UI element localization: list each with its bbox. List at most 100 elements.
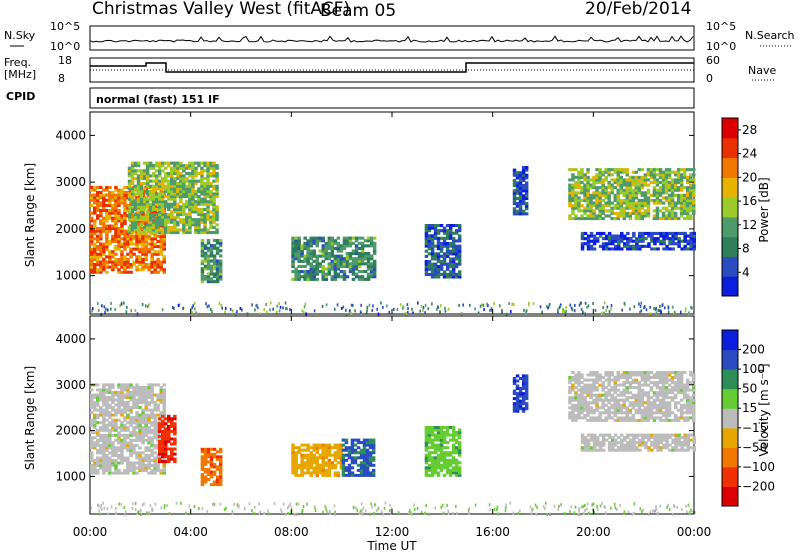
colorbar-tick-label: 20 — [742, 170, 757, 184]
colorbar-tick-label: −100 — [742, 460, 775, 474]
nsky-tick-low: 10^0 — [50, 40, 80, 53]
region-early-red-streak — [157, 414, 177, 464]
colorbar-swatch — [722, 388, 738, 409]
ytick-label: 4000 — [55, 332, 86, 346]
ytick-label: 2000 — [55, 222, 86, 236]
ytick-label: 2000 — [55, 424, 86, 438]
ground-scatter-strip — [91, 301, 693, 316]
beam-label: Beam 05 — [320, 1, 396, 21]
velocity-ylabel: Slant Range [km] — [23, 366, 37, 470]
nsky-tick-high: 10^5 — [50, 20, 80, 33]
colorbar-swatch — [722, 276, 738, 297]
colorbar-swatch — [722, 256, 738, 277]
region-evening-upper — [568, 168, 696, 221]
nsearch-tick-high: 10^5 — [706, 20, 736, 33]
region-morning-orange — [291, 443, 344, 477]
colorbar-tick-label: 16 — [742, 194, 757, 208]
region-early-upper — [127, 161, 219, 235]
colorbar-swatch — [722, 466, 738, 487]
velocity-colorbar: 200 100 50 15 −15 −50 −100 −200 — [721, 329, 775, 507]
nave-tick-high: 60 — [706, 54, 720, 67]
colorbar-swatch — [722, 118, 738, 139]
cpid-mode: normal (fast) 151 IF — [96, 93, 220, 106]
region-noon-mixed — [424, 426, 462, 477]
colorbar-tick-label: −200 — [742, 479, 775, 493]
power-colorbar-label: Power [dB] — [757, 177, 771, 242]
colorbar-swatch — [722, 137, 738, 159]
plot-area — [89, 315, 695, 515]
colorbar-tick-label: −15 — [742, 421, 767, 435]
nsearch-label: N.Search — [745, 29, 795, 42]
colorbar-tick-label: 50 — [742, 382, 757, 396]
colorbar-swatch — [722, 236, 738, 257]
ground-scatter-strip — [90, 501, 696, 517]
time-axis-label: Time UT — [366, 539, 417, 553]
colorbar-tick-label: 8 — [742, 242, 750, 256]
station-title: Christmas Valley West (fitACF) — [92, 0, 350, 19]
freq-tick-high: 18 — [58, 54, 72, 67]
region-morning-band — [291, 236, 377, 281]
time-axis: 00:00 04:00 08:00 12:00 16:00 20:00 00:00 — [73, 525, 712, 539]
power-ylabel: Slant Range [km] — [23, 163, 37, 267]
colorbar-swatch — [722, 408, 738, 429]
colorbar-tick-label: −50 — [742, 440, 767, 454]
freq-unit: [MHz] — [4, 68, 36, 81]
cpid-label: CPID — [6, 90, 35, 103]
time-tick-label: 12:00 — [375, 525, 410, 539]
colorbar-swatch — [722, 447, 738, 468]
region-noon-patch — [424, 224, 462, 279]
power-colorbar: 4 8 12 16 20 24 28 — [721, 117, 757, 297]
date-label: 20/Feb/2014 — [585, 0, 691, 19]
nsearch-tick-low: 10^0 — [706, 40, 736, 53]
nave-label: Nave — [748, 64, 776, 77]
nsky-panel: N.Sky 10^5 10^0 10^5 10^0 N.Search — [4, 20, 795, 53]
time-tick-label: 00:00 — [73, 525, 108, 539]
velocity-panel: 1000 2000 3000 4000 — [55, 315, 696, 517]
region-dawn-orange — [200, 447, 223, 487]
nsky-line — [89, 35, 694, 43]
region-evening-lower — [580, 231, 696, 251]
colorbar-tick-label: 100 — [742, 362, 765, 376]
colorbar-swatch — [722, 369, 738, 390]
region-evening-gray-upper — [568, 371, 696, 422]
region-dawn-low — [200, 239, 223, 284]
ytick-label: 1000 — [55, 269, 86, 283]
time-tick-label: 16:00 — [475, 525, 510, 539]
freq-label: Freq. — [4, 56, 31, 69]
velocity-colorbar-label: Velocity [m s⁻¹] — [757, 363, 771, 456]
colorbar-swatch — [722, 330, 738, 351]
region-evening-gray-lower — [580, 433, 696, 452]
freq-tick-low: 8 — [58, 72, 65, 85]
colorbar-tick-label: 200 — [742, 343, 765, 357]
colorbar-tick-label: 12 — [742, 218, 757, 232]
ytick-label: 3000 — [55, 378, 86, 392]
region-afternoon-blue — [512, 374, 529, 413]
freq-trace — [90, 62, 694, 73]
colorbar-swatch — [722, 197, 738, 218]
nave-tick-low: 0 — [706, 72, 713, 85]
time-tick-label: 08:00 — [274, 525, 309, 539]
ytick-label: 1000 — [55, 469, 86, 483]
colorbar-frame — [721, 329, 739, 507]
time-tick-label: 04:00 — [173, 525, 208, 539]
colorbar-tick-label: 15 — [742, 401, 757, 415]
power-panel: 1000 2000 3000 4000 — [55, 111, 696, 316]
nsky-trace — [89, 35, 694, 43]
colorbar-tick-label: 4 — [742, 265, 750, 279]
nsky-label: N.Sky — [4, 29, 36, 42]
colorbar-swatch — [722, 157, 738, 178]
colorbar-swatch — [722, 486, 738, 507]
colorbar-tick-label: 28 — [742, 123, 757, 137]
ytick-label: 3000 — [55, 175, 86, 189]
region-morning-blue — [341, 438, 376, 477]
cpid-strip — [89, 87, 695, 109]
colorbar-swatch — [722, 427, 738, 448]
region-afternoon-spot — [512, 166, 529, 216]
colorbar-tick-label: 24 — [742, 147, 757, 161]
freq-panel: Freq. [MHz] 18 8 60 0 Nave — [4, 54, 776, 85]
colorbar-swatch — [722, 349, 738, 370]
colorbar-swatch — [722, 177, 738, 198]
freq-line — [90, 62, 694, 73]
colorbar-swatch — [722, 216, 738, 238]
time-tick-label: 00:00 — [677, 525, 712, 539]
